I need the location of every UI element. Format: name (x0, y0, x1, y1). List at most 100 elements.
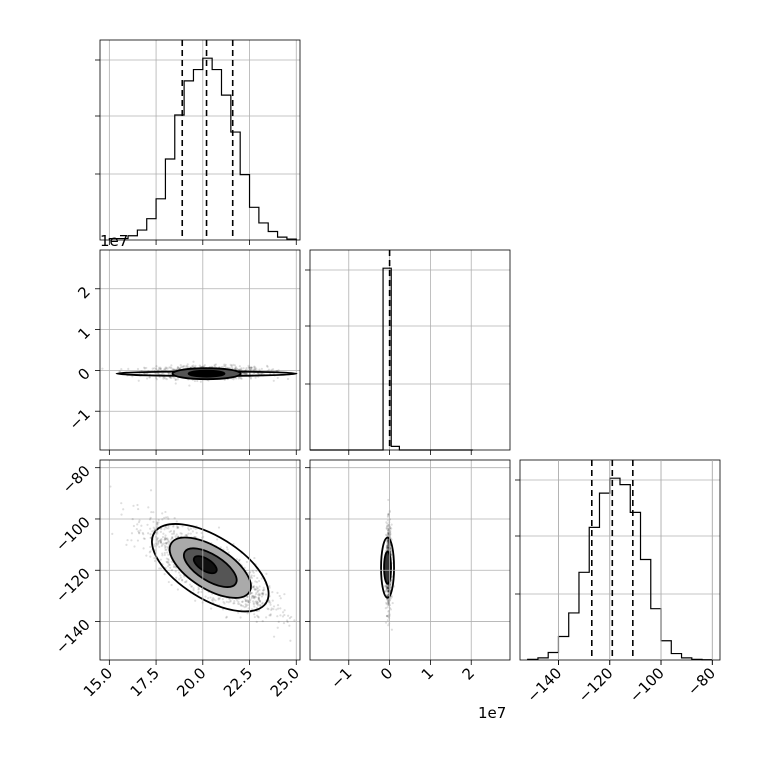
sample-point (231, 367, 234, 370)
sample-point (258, 598, 261, 601)
sample-point (156, 523, 159, 526)
sample-point (253, 613, 256, 616)
sample-point (386, 540, 390, 544)
sample-point (386, 593, 389, 596)
sample-point (162, 532, 165, 535)
sample-point (245, 368, 248, 371)
sample-point (387, 610, 390, 613)
sample-point (249, 366, 252, 369)
sample-point (386, 541, 389, 544)
sample-point (223, 364, 227, 368)
sample-point (283, 593, 286, 596)
sample-point (155, 367, 158, 370)
sample-point (257, 616, 260, 619)
sample-point (157, 518, 160, 522)
histogram-frame (309, 249, 511, 451)
sample-point (390, 596, 393, 599)
sample-point (167, 546, 170, 550)
sample-point (169, 376, 172, 379)
sample-point (159, 541, 163, 544)
sample-point (185, 579, 188, 583)
sample-point (194, 527, 197, 531)
sample-point (170, 364, 173, 367)
sample-point (195, 531, 198, 535)
sample-point (387, 542, 390, 545)
sample-point (221, 598, 224, 601)
sample-point (159, 541, 163, 544)
sample-point (248, 372, 252, 375)
sample-point (159, 538, 162, 542)
x-tick-label: 25.0 (267, 664, 303, 700)
sample-point (168, 563, 171, 566)
sample-point (160, 527, 163, 531)
sample-point (385, 598, 389, 601)
sample-point (385, 545, 389, 549)
sample-point (387, 531, 390, 534)
sample-point (250, 595, 253, 598)
sample-point (384, 590, 387, 593)
x-tick-label: −120 (575, 664, 617, 706)
contour-core (192, 555, 218, 575)
sample-point (385, 586, 389, 590)
sample-point (165, 538, 168, 541)
sample-point (255, 602, 258, 605)
sample-point (170, 560, 173, 563)
sample-point (150, 510, 153, 514)
sample-point (176, 366, 180, 369)
sample-point (163, 536, 167, 539)
sample-point (255, 600, 258, 603)
sample-point (389, 597, 392, 600)
sample-point (385, 527, 388, 530)
sample-point (136, 367, 140, 371)
sample-point (229, 363, 232, 367)
sample-point (244, 599, 247, 603)
sample-point (238, 603, 241, 606)
y-tick-label: −1 (65, 405, 93, 433)
sample-point (276, 376, 279, 380)
sample-point (261, 593, 265, 596)
sample-point (187, 528, 191, 531)
sample-point (262, 592, 265, 595)
sample-point (161, 554, 164, 557)
sample-point (145, 366, 148, 370)
sample-point (167, 559, 170, 562)
sample-point (190, 365, 194, 368)
sample-point (140, 524, 143, 527)
sample-point (386, 539, 390, 542)
sample-point (253, 367, 256, 371)
sample-point (240, 604, 243, 607)
sample-point (156, 532, 159, 535)
sample-point (250, 368, 253, 371)
sample-point (171, 537, 174, 540)
sample-point (225, 616, 228, 619)
sample-point (192, 360, 195, 363)
sample-point (390, 523, 393, 526)
sample-point (252, 585, 256, 588)
sample-point (238, 368, 241, 372)
sample-point (385, 585, 389, 588)
sample-point (384, 621, 388, 624)
sample-point (250, 366, 253, 369)
sample-point (389, 549, 392, 553)
sample-point (233, 600, 236, 603)
sample-point (166, 561, 169, 564)
sample-point (171, 368, 174, 371)
y-tick-label: 0 (74, 365, 93, 384)
sample-point (255, 606, 258, 610)
sample-point (262, 589, 265, 592)
sample-point (164, 516, 168, 519)
sample-point (254, 366, 257, 369)
sample-point (179, 574, 182, 577)
panel-param1-vs-param2: −1 0 1 2 (65, 249, 301, 455)
sample-point (142, 537, 145, 540)
sample-point (270, 368, 273, 371)
sample-point (238, 365, 241, 368)
sample-point (164, 546, 167, 549)
sample-point (149, 550, 152, 553)
sample-point (285, 619, 289, 622)
sample-point (269, 614, 272, 617)
sample-point (163, 573, 166, 576)
sample-point (386, 528, 389, 531)
sample-point (279, 597, 282, 600)
sample-point (167, 517, 170, 520)
